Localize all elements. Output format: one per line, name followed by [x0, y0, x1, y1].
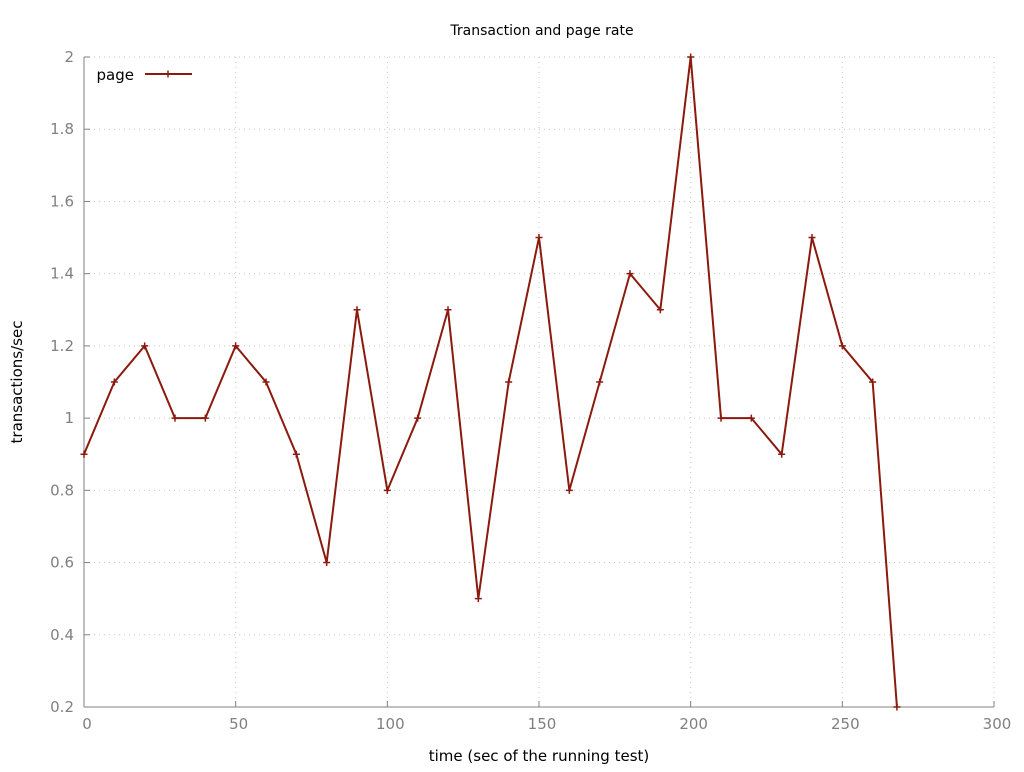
data-point: [687, 53, 695, 61]
y-tick-label: 1.6: [50, 192, 74, 210]
axes: [83, 56, 995, 708]
data-point: [444, 306, 452, 314]
y-tick-label: 1: [64, 409, 74, 427]
x-tick-label: 0: [82, 715, 92, 733]
data-point: [505, 378, 513, 386]
x-tick-label: 100: [376, 715, 405, 733]
x-tick-label: 300: [983, 715, 1012, 733]
legend: page: [97, 66, 192, 84]
data-point: [656, 306, 664, 314]
x-tick-label: 250: [831, 715, 860, 733]
legend-marker: [164, 70, 172, 78]
tick-labels: 0 50 100 150 200 250 300 0.2 0.4 0.6 0.8 1 1.2 1.4 1.6…: [50, 48, 1011, 733]
data-point: [171, 414, 179, 422]
data-point: [747, 414, 755, 422]
x-tick-label: 200: [679, 715, 708, 733]
data-point: [80, 450, 88, 458]
data-point: [110, 378, 118, 386]
data-point: [808, 234, 816, 242]
data-point: [565, 486, 573, 494]
data-point: [596, 378, 604, 386]
legend-label: page: [97, 66, 134, 84]
data-point: [474, 595, 482, 603]
data-point: [383, 486, 391, 494]
data-point: [869, 378, 877, 386]
y-tick-label: 0.8: [50, 481, 74, 499]
data-point: [201, 414, 209, 422]
y-tick-label: 2: [64, 48, 74, 66]
data-point: [535, 234, 543, 242]
data-point: [893, 703, 901, 711]
data-point: [353, 306, 361, 314]
data-point: [626, 270, 634, 278]
grid: [84, 56, 995, 707]
data-point: [141, 342, 149, 350]
x-tick-label: 50: [229, 715, 248, 733]
data-point: [778, 450, 786, 458]
x-tick-label: 150: [528, 715, 557, 733]
data-point: [323, 559, 331, 567]
data-point: [232, 342, 240, 350]
series: [80, 53, 901, 711]
y-tick-label: 1.4: [50, 265, 74, 283]
data-point: [292, 450, 300, 458]
y-tick-label: 1.2: [50, 337, 74, 355]
data-point: [262, 378, 270, 386]
data-point: [717, 414, 725, 422]
x-axis-label: time (sec of the running test): [429, 747, 650, 765]
series-line-page: [83, 56, 898, 708]
y-tick-label: 0.6: [50, 554, 74, 572]
y-tick-label: 1.8: [50, 120, 74, 138]
data-point: [838, 342, 846, 350]
y-tick-label: 0.4: [50, 626, 74, 644]
data-point: [414, 414, 422, 422]
y-tick-label: 0.2: [50, 698, 74, 716]
y-axis-label: transactions/sec: [8, 321, 26, 444]
chart-title: Transaction and page rate: [449, 23, 633, 39]
